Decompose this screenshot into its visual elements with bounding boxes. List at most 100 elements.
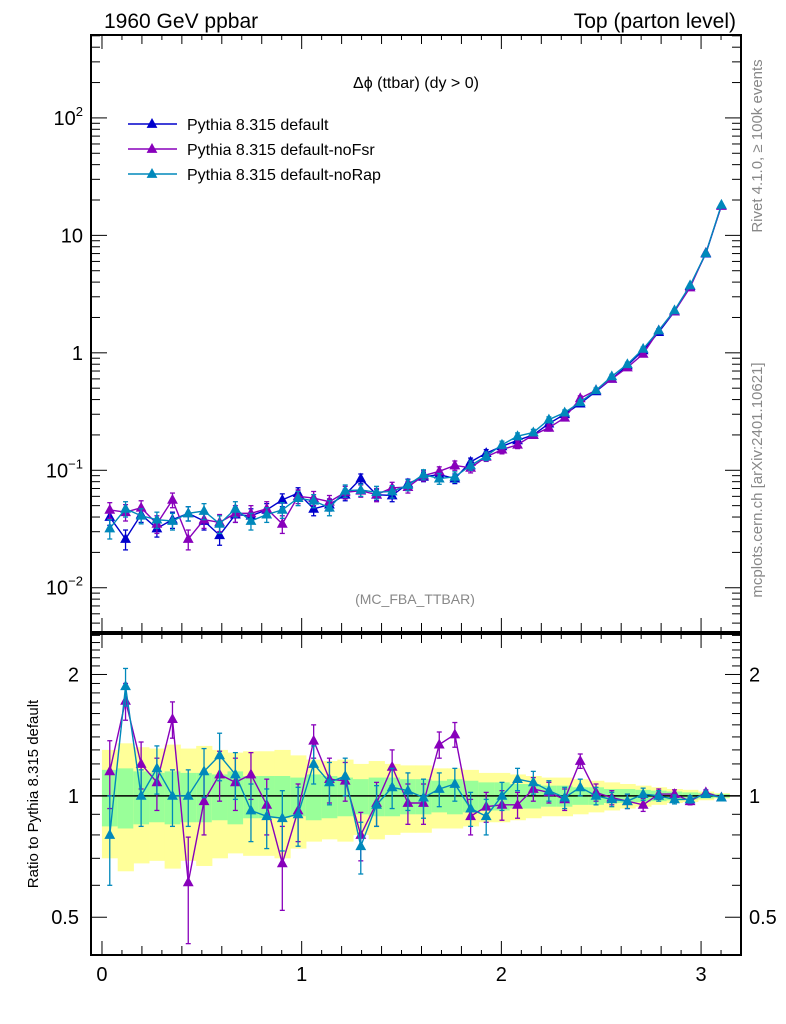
legend-entry: Pythia 8.315 default-noFsr bbox=[128, 142, 375, 159]
data-point bbox=[465, 459, 477, 470]
data-point bbox=[669, 788, 680, 799]
data-point bbox=[120, 680, 131, 691]
legend-label: Pythia 8.315 default-noRap bbox=[187, 167, 381, 184]
x-tick-label: 2 bbox=[496, 964, 507, 986]
data-point bbox=[214, 529, 226, 540]
series-line bbox=[109, 700, 722, 883]
data-point bbox=[402, 784, 414, 795]
data-point bbox=[198, 765, 210, 776]
data-point bbox=[590, 789, 602, 800]
data-point bbox=[606, 793, 618, 804]
legend: Pythia 8.315 default Pythia 8.315 default… bbox=[128, 117, 381, 184]
series-line bbox=[109, 686, 722, 849]
x-tick-label: 1 bbox=[296, 964, 307, 986]
data-point bbox=[621, 358, 633, 369]
data-point bbox=[512, 798, 523, 809]
data-point bbox=[684, 279, 696, 290]
data-point bbox=[324, 776, 335, 787]
data-point bbox=[214, 517, 226, 528]
ratio-series-1 bbox=[104, 667, 727, 886]
data-point bbox=[527, 776, 539, 787]
data-point bbox=[653, 324, 665, 335]
ratio-y-tick-label-right: 2 bbox=[749, 664, 760, 686]
data-point bbox=[308, 734, 320, 745]
data-point bbox=[480, 450, 492, 461]
data-point bbox=[245, 515, 257, 525]
data-point bbox=[543, 421, 555, 432]
data-point bbox=[120, 502, 131, 513]
data-point bbox=[433, 782, 445, 793]
data-point bbox=[543, 784, 555, 795]
data-point bbox=[182, 507, 194, 518]
data-point bbox=[182, 876, 194, 887]
data-point bbox=[669, 304, 680, 315]
data-point bbox=[559, 791, 571, 802]
data-point bbox=[621, 795, 633, 806]
y-tick-label: 1 bbox=[72, 343, 83, 365]
data-point bbox=[339, 770, 351, 780]
legend-label: Pythia 8.315 default-noFsr bbox=[187, 142, 375, 159]
legend-marker bbox=[146, 118, 158, 128]
data-point bbox=[135, 757, 147, 768]
data-point bbox=[716, 791, 727, 802]
data-point bbox=[276, 517, 288, 528]
data-point bbox=[245, 507, 257, 518]
ratio-y-tick-label: 1 bbox=[68, 786, 79, 808]
data-point bbox=[700, 788, 712, 799]
x-tick-label: 3 bbox=[695, 964, 706, 986]
ratio-y-tick-label: 0.5 bbox=[51, 907, 79, 929]
data-point bbox=[182, 533, 194, 543]
data-point bbox=[245, 804, 257, 815]
data-point bbox=[276, 812, 288, 823]
y-tick-label: 10 bbox=[61, 225, 83, 247]
data-point bbox=[261, 508, 273, 519]
data-point bbox=[637, 342, 649, 353]
data-point bbox=[292, 808, 304, 819]
data-point bbox=[449, 459, 461, 470]
data-point bbox=[167, 789, 178, 800]
data-point bbox=[559, 406, 571, 417]
ratio-y-tick-label: 2 bbox=[68, 664, 79, 686]
data-point bbox=[669, 793, 680, 804]
data-point bbox=[229, 768, 241, 779]
data-point bbox=[700, 247, 712, 258]
data-point bbox=[433, 738, 445, 749]
data-point bbox=[574, 781, 586, 792]
data-point bbox=[418, 468, 429, 479]
rivet-label: Rivet 4.1.0, ≥ 100k events bbox=[749, 59, 766, 232]
data-point bbox=[261, 810, 273, 821]
ratio-y-tick-label-right: 0.5 bbox=[749, 907, 777, 929]
data-point bbox=[245, 768, 257, 779]
main-series-0 bbox=[104, 199, 727, 551]
data-point bbox=[449, 728, 461, 739]
main-series-1 bbox=[104, 199, 727, 551]
data-point bbox=[167, 515, 178, 525]
data-point bbox=[465, 802, 477, 813]
data-point bbox=[653, 789, 665, 800]
data-point bbox=[229, 502, 241, 513]
data-point bbox=[637, 788, 649, 799]
data-point bbox=[590, 384, 602, 395]
data-point bbox=[324, 501, 335, 512]
y-tick-label: 10−1 bbox=[46, 456, 83, 482]
ratio-y-tick-label-right: 1 bbox=[749, 786, 760, 808]
data-point bbox=[386, 485, 398, 496]
data-point bbox=[386, 760, 398, 771]
data-point bbox=[104, 503, 116, 514]
data-point bbox=[512, 430, 523, 441]
data-point bbox=[276, 503, 288, 514]
x-tick-label: 0 bbox=[96, 964, 107, 986]
legend-entry: Pythia 8.315 default-noRap bbox=[128, 167, 381, 184]
data-point bbox=[308, 494, 320, 505]
data-point bbox=[559, 411, 571, 422]
legend-entry: Pythia 8.315 default bbox=[128, 117, 329, 134]
header-right: Top (parton level) bbox=[574, 10, 736, 33]
data-point bbox=[104, 828, 116, 839]
data-point bbox=[527, 426, 539, 437]
data-point bbox=[355, 472, 367, 483]
data-point bbox=[104, 765, 116, 776]
data-point bbox=[371, 798, 382, 809]
data-point bbox=[151, 762, 163, 773]
main-title: Δϕ (ttbar) (dy > 0) bbox=[353, 75, 479, 92]
data-point bbox=[135, 789, 147, 800]
